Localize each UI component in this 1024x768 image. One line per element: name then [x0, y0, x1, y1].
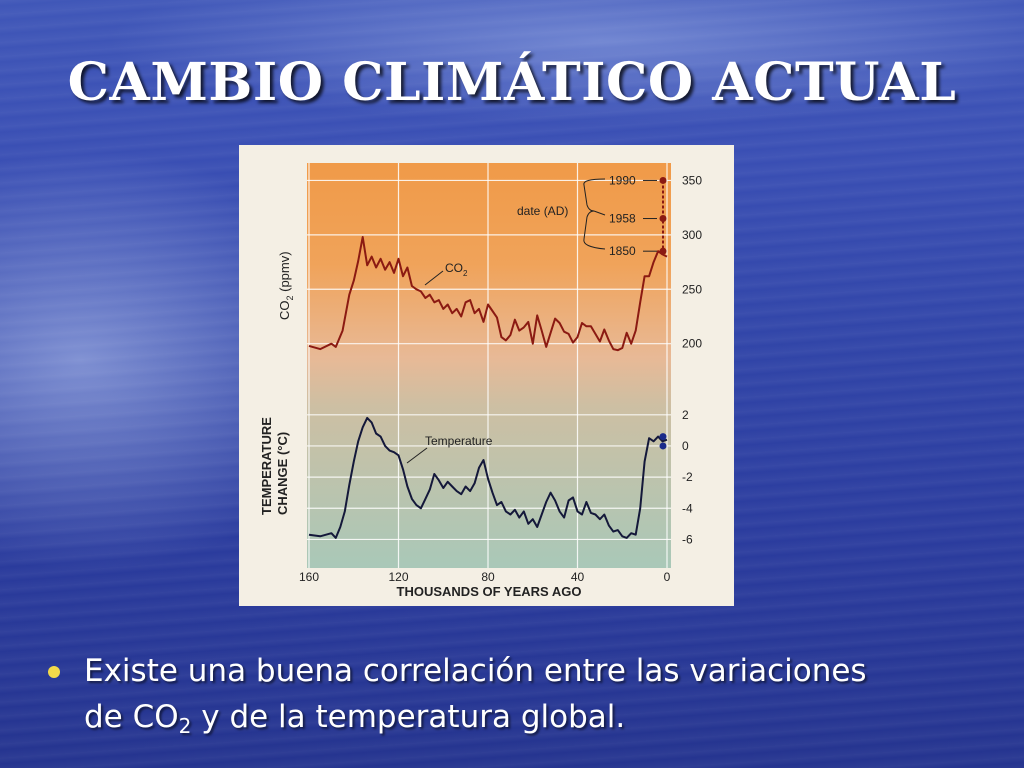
temperature-tick-label: -6 [682, 532, 693, 546]
bullet-dot-icon [48, 666, 60, 678]
x-tick-label: 120 [388, 570, 408, 584]
co2-recent-point-label: 1990 [609, 173, 636, 187]
temperature-recent-point [659, 433, 667, 441]
co2-tick-label: 250 [682, 282, 702, 296]
chart-image: 160 120 80 40 0 350 300 250 200 2 0 -2 -4 -6 1850 1958 1… [239, 145, 734, 606]
bullet-text: Existe una buena correlación entre las v… [84, 653, 867, 738]
temperature-tick-label: 0 [682, 439, 689, 453]
co2-tick-label: 200 [682, 337, 702, 351]
slide-title: CAMBIO CLIMÁTICO ACTUAL [67, 52, 957, 113]
co2-recent-point [659, 215, 667, 223]
x-tick-label: 160 [299, 570, 319, 584]
x-tick-label: 80 [481, 570, 495, 584]
co2-recent-point-label: 1958 [609, 212, 636, 226]
chart-marks: 160 120 80 40 035030025020020-2-4-6185019581… [299, 173, 702, 584]
date-bracket-mid [593, 210, 606, 216]
temperature-series-label: Temperature [425, 434, 493, 448]
x-tick-label: 40 [571, 570, 585, 584]
temperature-tick-label: -2 [682, 470, 693, 484]
co2-tick-label: 350 [682, 173, 702, 187]
bullet-point: Existe una buena correlación entre las v… [48, 648, 988, 740]
co2-series-line [308, 236, 668, 352]
temperature-series-line [308, 416, 668, 539]
date-bracket-upper [583, 178, 606, 212]
co2-recent-point-label: 1850 [609, 244, 636, 258]
co2-label-arrow [424, 270, 444, 286]
temperature-axis-label-line2: CHANGE (°C) [275, 432, 290, 515]
x-axis-label: THOUSANDS OF YEARS AGO [397, 584, 582, 599]
temperature-tick-label: 2 [682, 408, 689, 422]
grid [307, 163, 671, 568]
plot-background [307, 163, 671, 568]
co2-series-label: CO2 [445, 261, 468, 278]
temperature-axis-label-line1: TEMPERATURE [259, 417, 274, 515]
co2-axis-label: CO2 (ppmv) [277, 251, 295, 320]
date-bracket-lower [583, 210, 606, 250]
co2-recent-point [659, 247, 667, 255]
temperature-label-arrow [406, 447, 428, 464]
x-tick-label: 0 [664, 570, 671, 584]
temperature-recent-point [659, 442, 667, 450]
co2-tick-label: 300 [682, 228, 702, 242]
temperature-tick-label: -4 [682, 501, 693, 515]
co2-recent-point [659, 176, 667, 184]
co2-temperature-chart: 160 120 80 40 035030025020020-2-4-6185019581… [259, 163, 702, 599]
date-annotation: date (AD) [517, 204, 568, 218]
